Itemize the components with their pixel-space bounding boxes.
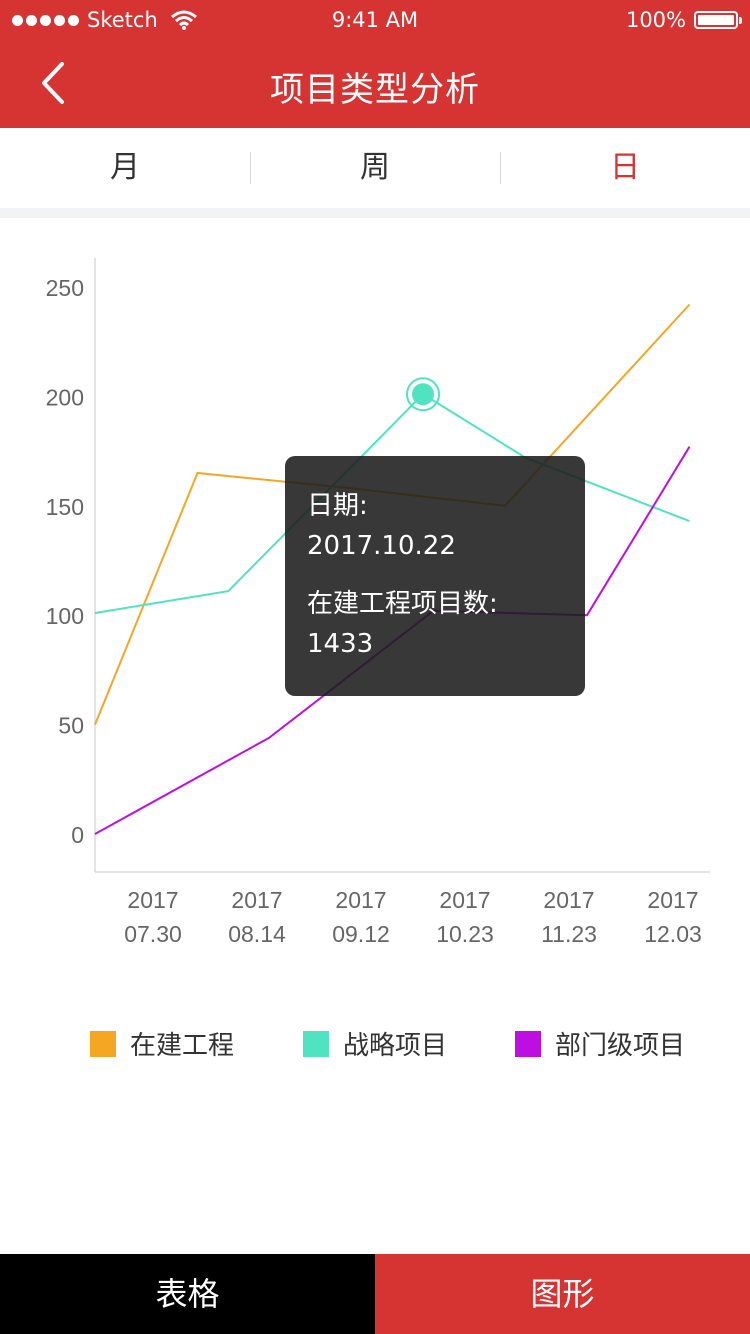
x-tick-date: 11.23 bbox=[541, 921, 597, 947]
carrier-label: Sketch bbox=[87, 8, 158, 32]
bottom-bar: 表格 图形 bbox=[0, 1254, 750, 1334]
chart-tooltip: 日期: 2017.10.22 在建工程项目数: 1433 bbox=[285, 456, 585, 696]
highlight-point[interactable] bbox=[412, 383, 434, 406]
tooltip-count-label: 在建工程项目数: bbox=[307, 589, 498, 619]
x-tick-date: 09.12 bbox=[332, 921, 390, 947]
tab-divider bbox=[250, 152, 251, 184]
battery-percent: 100% bbox=[625, 8, 686, 32]
tooltip-date-label: 日期: bbox=[307, 491, 368, 521]
legend-swatch bbox=[90, 1030, 116, 1057]
page-title: 项目类型分析 bbox=[270, 70, 480, 110]
tab-divider bbox=[500, 152, 501, 184]
x-tick-date: 07.30 bbox=[124, 921, 182, 947]
battery-group: 100% bbox=[625, 8, 742, 32]
x-tick-year: 2017 bbox=[335, 887, 386, 913]
back-chevron-icon[interactable] bbox=[30, 58, 80, 108]
legend-label: 在建工程 bbox=[130, 1031, 235, 1061]
section-divider bbox=[0, 208, 750, 218]
period-tabs: 月 周 日 bbox=[0, 128, 750, 208]
x-tick-year: 2017 bbox=[543, 887, 594, 913]
x-tick-year: 2017 bbox=[439, 887, 490, 913]
signal-icon bbox=[12, 14, 79, 26]
chart-legend: 在建工程 战略项目 部门级项目 bbox=[0, 1025, 750, 1075]
tab-month[interactable]: 月 bbox=[110, 150, 140, 185]
y-tick-label: 200 bbox=[46, 384, 84, 410]
battery-icon bbox=[694, 11, 742, 29]
x-tick-date: 12.03 bbox=[644, 921, 702, 947]
status-bar: Sketch 9:41 AM 100% bbox=[0, 0, 750, 40]
y-tick-label: 0 bbox=[71, 822, 84, 848]
legend-swatch bbox=[303, 1030, 329, 1057]
legend-label: 部门级项目 bbox=[555, 1031, 686, 1061]
line-chart[interactable]: 0 50 100 150 200 250 2017 07.30 2017 08.14 2017 09.… bbox=[0, 218, 750, 1018]
carrier-group: Sketch bbox=[12, 8, 198, 32]
x-tick-year: 2017 bbox=[231, 887, 282, 913]
tab-day[interactable]: 日 bbox=[610, 150, 640, 185]
y-tick-label: 50 bbox=[58, 713, 84, 739]
x-tick-year: 2017 bbox=[127, 887, 178, 913]
x-tick-date: 10.23 bbox=[436, 921, 494, 947]
y-tick-label: 250 bbox=[46, 275, 84, 301]
x-tick-year: 2017 bbox=[647, 887, 698, 913]
tooltip-count-value: 1433 bbox=[307, 629, 374, 659]
tab-week[interactable]: 周 bbox=[360, 150, 390, 185]
highlight-ring bbox=[406, 377, 440, 412]
graph-view-button[interactable]: 图形 bbox=[375, 1254, 750, 1334]
x-tick-date: 08.14 bbox=[228, 921, 286, 947]
table-view-button[interactable]: 表格 bbox=[0, 1254, 375, 1334]
y-tick-label: 100 bbox=[46, 603, 84, 629]
legend-item[interactable]: 战略项目 bbox=[303, 1025, 447, 1062]
legend-swatch bbox=[515, 1030, 541, 1057]
legend-label: 战略项目 bbox=[343, 1031, 448, 1061]
tooltip-date-value: 2017.10.22 bbox=[307, 531, 456, 561]
clock: 9:41 AM bbox=[331, 8, 419, 32]
y-tick-label: 150 bbox=[46, 494, 84, 520]
legend-item[interactable]: 在建工程 bbox=[90, 1025, 234, 1062]
wifi-icon bbox=[170, 10, 197, 30]
nav-bar: 项目类型分析 bbox=[0, 40, 750, 128]
legend-item[interactable]: 部门级项目 bbox=[515, 1025, 685, 1062]
